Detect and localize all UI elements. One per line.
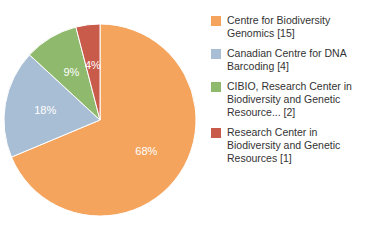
html-text:CIBIO, Research Center in Biod: CIBIO, Research Center in Biodiversity a… — [227, 80, 352, 118]
svg-text:9%: 9% — [63, 66, 79, 78]
html-text:Canadian Centre for DNA Barcod: Canadian Centre for DNA Barcoding [4] — [227, 47, 347, 72]
svg-text:18%: 18% — [34, 104, 56, 116]
svg-text:68%: 68% — [135, 145, 157, 157]
svg-text:4%: 4% — [85, 59, 101, 71]
html-text:Research Center in Biodiversit: Research Center in Biodiversity and Gene… — [227, 126, 341, 164]
html-text:Centre for Biodiversity Genomi: Centre for Biodiversity Genomics [15] — [227, 14, 331, 39]
